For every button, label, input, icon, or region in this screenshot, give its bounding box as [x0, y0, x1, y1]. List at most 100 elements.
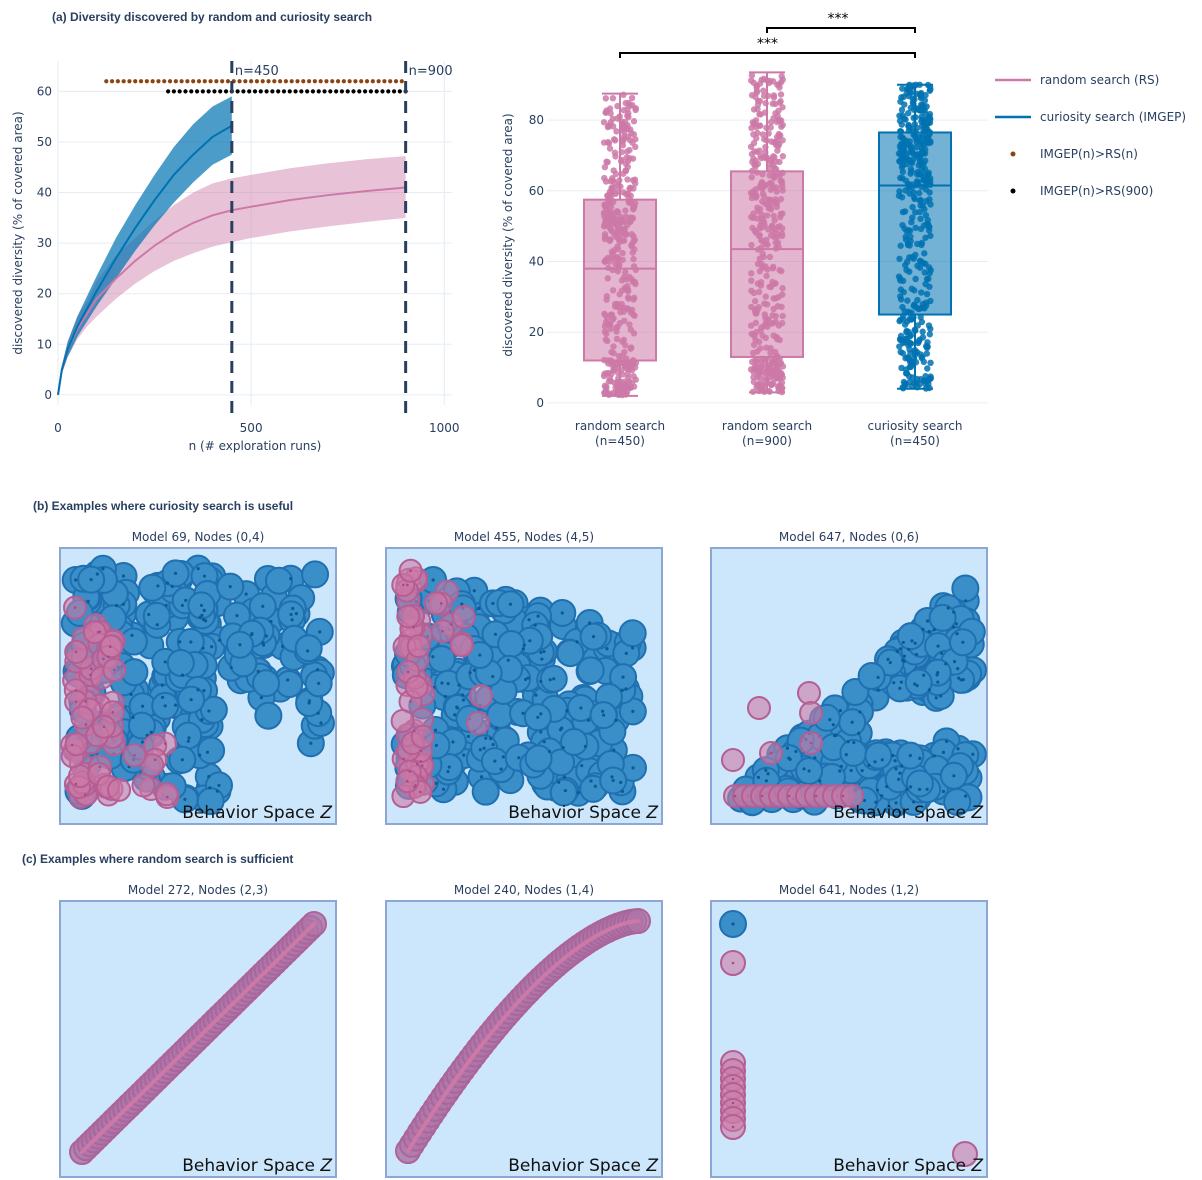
box-point — [896, 157, 903, 165]
sample-point — [731, 922, 735, 926]
box-point — [927, 325, 934, 333]
box-point — [613, 208, 621, 215]
box-point — [769, 265, 777, 272]
box-point — [603, 216, 611, 224]
sample-point — [84, 700, 88, 703]
sample-point — [631, 646, 635, 650]
sample-point — [491, 742, 495, 747]
significance-dot — [382, 79, 387, 84]
box-point — [910, 314, 917, 321]
sample-point — [200, 718, 204, 722]
box-point — [761, 369, 768, 376]
coverage-blob — [747, 696, 771, 720]
significance-dot — [206, 89, 211, 94]
panel-content — [395, 908, 651, 1164]
box-point — [616, 233, 624, 241]
box-point — [917, 91, 924, 98]
box-point — [626, 321, 633, 328]
sample-point — [892, 681, 896, 685]
sample-point — [145, 733, 149, 737]
sample-point — [922, 673, 926, 677]
sample-point — [547, 749, 552, 754]
sample-point — [957, 676, 961, 680]
sample-point — [548, 678, 552, 682]
box-point — [613, 335, 621, 343]
panel-title: Model 272, Nodes (2,3) — [128, 883, 268, 897]
box-point — [614, 188, 621, 195]
panel-label-var: Z — [970, 803, 983, 823]
sample-point — [860, 769, 864, 773]
box-point — [626, 185, 633, 193]
box-point — [624, 374, 631, 382]
sample-point — [290, 618, 294, 622]
box-point — [762, 314, 769, 322]
behavior-panel-c-3: Model 641, Nodes (1,2) Behavior Space Z — [710, 883, 988, 1178]
box-point — [603, 109, 610, 116]
significance-dot — [179, 79, 184, 84]
behavior-panel-b-2: Model 455, Nodes (4,5) Behavior Space Z — [385, 530, 663, 825]
sample-point — [807, 769, 811, 773]
box-point — [763, 212, 771, 219]
sample-point — [318, 630, 322, 634]
box-point — [777, 91, 785, 98]
sample-point — [906, 647, 911, 651]
sample-point — [941, 750, 946, 754]
box-point — [604, 357, 612, 364]
sample-point — [954, 622, 959, 626]
box-point — [627, 360, 635, 368]
box-point — [624, 105, 631, 113]
sample-point — [315, 668, 320, 672]
box-point — [771, 348, 779, 356]
sample-point — [289, 612, 293, 617]
significance-dot — [334, 89, 339, 94]
panel-label-text: Behavior Space — [508, 803, 646, 823]
box-point — [602, 95, 610, 102]
box-point — [773, 133, 781, 141]
sample-point — [264, 634, 268, 638]
box-point — [607, 119, 614, 126]
sample-point — [164, 603, 168, 608]
sample-point — [857, 731, 861, 735]
box-point — [610, 366, 618, 373]
box-point — [912, 327, 919, 334]
sample-point — [316, 711, 320, 715]
box-point — [624, 294, 632, 301]
box-point — [897, 296, 905, 303]
x-tick-label: 1000 — [429, 421, 460, 435]
box-point — [754, 373, 761, 381]
box-point — [765, 197, 773, 204]
legend-label: IMGEP(n)>RS(900) — [1040, 184, 1153, 198]
sample-point — [74, 688, 78, 692]
box-point — [615, 352, 623, 360]
box-0 — [583, 91, 657, 399]
box-point — [762, 99, 769, 107]
sample-point — [261, 641, 265, 645]
box-point — [898, 163, 906, 171]
box-point — [617, 309, 624, 316]
coverage-blob — [799, 701, 823, 725]
significance-dot — [247, 89, 252, 94]
box-point — [900, 93, 907, 101]
significance-dot — [177, 89, 182, 94]
box-point — [772, 196, 779, 203]
sample-point — [156, 584, 160, 588]
box-point — [917, 215, 924, 223]
box-point — [779, 137, 786, 144]
panel-label-text: Behavior Space — [182, 1156, 320, 1176]
box-point — [779, 76, 786, 83]
sample-point — [208, 786, 212, 790]
sample-point — [610, 775, 614, 779]
box-point — [761, 300, 768, 307]
box-point — [774, 233, 781, 241]
box-point — [750, 341, 758, 349]
sample-point — [133, 753, 136, 757]
significance-dot — [194, 89, 200, 94]
box-point — [777, 195, 785, 203]
sample-point — [482, 746, 486, 750]
sample-point — [201, 646, 205, 650]
significance-dot — [225, 79, 231, 84]
sample-point — [894, 801, 898, 805]
sample-point — [527, 618, 531, 622]
sample-point — [539, 679, 543, 684]
sample-point — [858, 710, 862, 714]
